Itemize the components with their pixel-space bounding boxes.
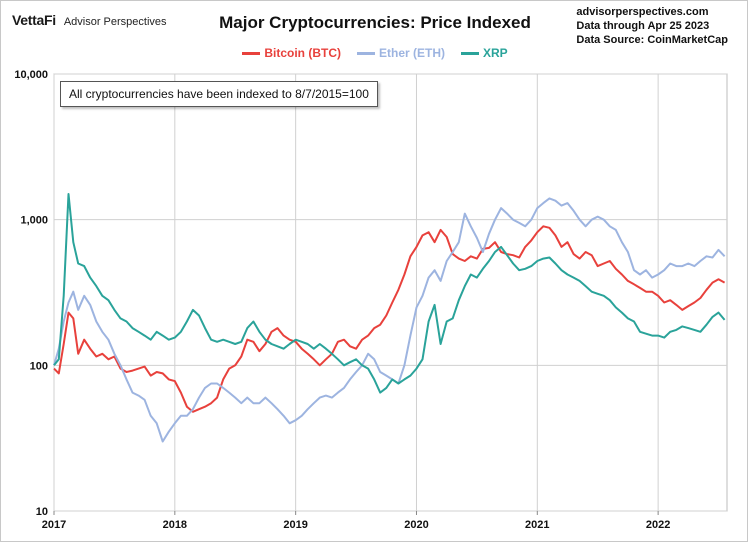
legend-swatch-eth — [356, 51, 375, 55]
legend-swatch-xrp — [460, 51, 479, 55]
legend-label-btc: Bitcoin (BTC) — [264, 46, 341, 60]
x-tick-label: 2019 — [283, 519, 307, 531]
plot-area — [53, 73, 728, 512]
brand-name: Advisor Perspectives — [63, 16, 167, 28]
eth-line — [53, 197, 726, 443]
vettafi-logo: VettaFi — [12, 12, 56, 28]
chart-title: Major Cryptocurrencies: Price Indexed — [219, 13, 531, 32]
legend-item-eth: Ether (ETH) — [356, 46, 445, 60]
index-annotation: All cryptocurrencies have been indexed t… — [60, 81, 378, 107]
source-line-date: Data through Apr 25 2023 — [576, 20, 710, 32]
btc-line — [53, 225, 726, 413]
y-tick-label: 10 — [36, 506, 48, 518]
legend-label-eth: Ether (ETH) — [378, 46, 445, 60]
source-line-data-source: Data Source: CoinMarketCap — [576, 34, 728, 46]
y-tick-label: 10,000 — [14, 69, 48, 81]
brand: VettaFi Advisor Perspectives — [12, 12, 167, 28]
legend: Bitcoin (BTC) Ether (ETH) XRP — [0, 46, 750, 60]
legend-label-xrp: XRP — [482, 46, 508, 60]
legend-item-xrp: XRP — [460, 46, 508, 60]
x-tick-label: 2020 — [404, 519, 428, 531]
legend-swatch-btc — [242, 51, 261, 55]
legend-item-btc: Bitcoin (BTC) — [242, 46, 341, 60]
x-tick-label: 2021 — [525, 519, 549, 531]
source-block: advisorperspectives.com Data through Apr… — [576, 5, 728, 47]
y-tick-label: 100 — [30, 360, 48, 372]
x-tick-label: 2017 — [42, 519, 66, 531]
xrp-line — [53, 193, 726, 394]
y-tick-label: 1,000 — [20, 215, 48, 227]
x-tick-label: 2022 — [646, 519, 670, 531]
source-line-website: advisorperspectives.com — [576, 6, 709, 18]
x-tick-label: 2018 — [163, 519, 187, 531]
